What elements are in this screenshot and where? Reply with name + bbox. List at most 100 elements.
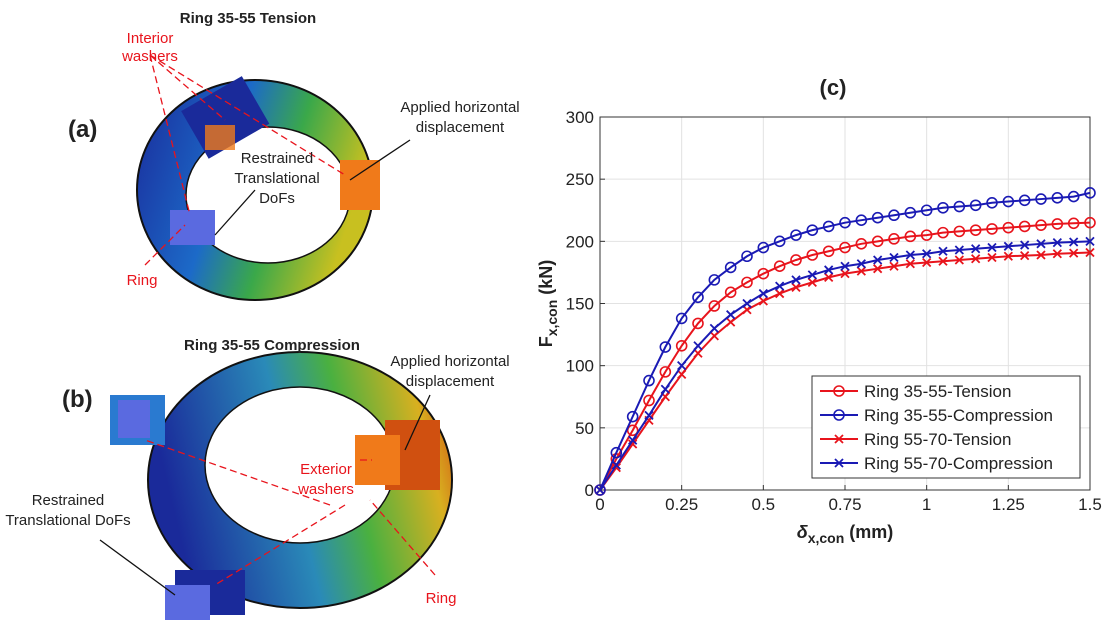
marker bbox=[708, 300, 721, 312]
legend-label: Ring 55-70-Tension bbox=[864, 430, 1011, 449]
marker bbox=[888, 233, 900, 245]
marker bbox=[1003, 241, 1013, 251]
marker bbox=[856, 266, 866, 276]
marker bbox=[594, 484, 606, 496]
marker bbox=[757, 267, 770, 280]
marker bbox=[1051, 218, 1064, 230]
marker bbox=[775, 288, 785, 299]
x-tick-label: 0.25 bbox=[665, 495, 698, 514]
marker bbox=[675, 339, 688, 352]
y-tick-label: 0 bbox=[585, 481, 594, 500]
annotation: Ring bbox=[426, 590, 457, 607]
marker bbox=[724, 261, 737, 274]
y-axis-label: Fx,con (kN) bbox=[536, 260, 560, 348]
marker bbox=[840, 261, 850, 271]
y-tick-label: 300 bbox=[566, 108, 594, 127]
y-tick-label: 200 bbox=[566, 232, 594, 251]
marker bbox=[971, 254, 981, 264]
annotation: Restrained bbox=[241, 150, 314, 167]
annotation: Ring bbox=[127, 272, 158, 289]
marker bbox=[741, 276, 753, 289]
marker bbox=[659, 366, 672, 378]
marker bbox=[987, 242, 997, 253]
marker bbox=[873, 264, 883, 274]
marker bbox=[889, 261, 899, 271]
marker bbox=[807, 277, 817, 287]
y-label-unit: (kN) bbox=[536, 260, 556, 295]
legend-box bbox=[811, 375, 1081, 479]
leader-lines-a bbox=[144, 54, 411, 266]
ring-a-model bbox=[136, 76, 380, 301]
marker bbox=[920, 229, 933, 241]
marker bbox=[628, 435, 638, 445]
marker bbox=[1020, 250, 1030, 261]
marker bbox=[855, 214, 868, 226]
marker bbox=[937, 201, 949, 214]
marker bbox=[790, 229, 802, 241]
legend-marker bbox=[834, 458, 844, 468]
marker bbox=[969, 224, 982, 236]
series-line bbox=[599, 191, 1091, 491]
marker bbox=[1036, 250, 1046, 260]
marker bbox=[675, 312, 688, 325]
legend-label: Ring 35-55-Tension bbox=[864, 382, 1011, 401]
annotation: Interior bbox=[127, 30, 174, 47]
marker bbox=[824, 265, 834, 275]
marker bbox=[611, 460, 621, 470]
x-tick-label: 1.25 bbox=[992, 495, 1025, 514]
marker bbox=[693, 341, 703, 351]
y-tick-label: 250 bbox=[566, 170, 594, 189]
marker bbox=[1002, 221, 1015, 234]
marker bbox=[1035, 193, 1047, 205]
x-tick-label: 0.75 bbox=[828, 495, 861, 514]
marker bbox=[1085, 247, 1095, 258]
marker bbox=[791, 282, 801, 292]
annotation: Exterior bbox=[300, 461, 352, 478]
marker bbox=[987, 252, 997, 263]
marker bbox=[938, 246, 948, 256]
chart: 0 0.25 0.5 0.75 1 1.25 1.5050100150200250300δx… bbox=[536, 108, 1102, 546]
marker bbox=[806, 249, 819, 261]
marker bbox=[773, 260, 786, 273]
marker bbox=[610, 446, 623, 459]
marker bbox=[643, 374, 655, 387]
y-label-sub: x,con bbox=[544, 300, 560, 337]
marker bbox=[741, 250, 753, 263]
marker bbox=[954, 255, 964, 265]
annotation: Restrained bbox=[32, 492, 105, 509]
marker bbox=[626, 424, 639, 437]
marker bbox=[986, 196, 998, 209]
panel-title: Ring 35-55 Tension bbox=[180, 10, 316, 27]
marker bbox=[660, 384, 670, 394]
marker bbox=[1051, 192, 1064, 204]
marker bbox=[677, 369, 687, 380]
annotation: displacement bbox=[416, 119, 505, 136]
marker bbox=[1069, 237, 1079, 247]
marker bbox=[1035, 219, 1047, 231]
marker bbox=[726, 317, 736, 327]
annotation: Translational bbox=[234, 170, 319, 187]
marker bbox=[824, 272, 834, 283]
marker bbox=[626, 410, 639, 423]
marker bbox=[904, 230, 917, 243]
marker bbox=[822, 220, 835, 233]
leader-lines-b bbox=[99, 394, 436, 596]
x-axis-label: δx,con (mm) bbox=[797, 522, 894, 546]
marker bbox=[905, 259, 915, 269]
marker bbox=[905, 250, 915, 260]
y-tick-label: 150 bbox=[566, 295, 594, 314]
marker bbox=[1052, 237, 1062, 248]
marker bbox=[709, 331, 719, 341]
marker bbox=[726, 310, 736, 320]
marker bbox=[742, 298, 752, 309]
marker bbox=[692, 291, 704, 304]
panel-title: Ring 35-55 Compression bbox=[184, 337, 360, 354]
marker bbox=[758, 288, 768, 299]
marker bbox=[807, 270, 817, 280]
annotation: DoFs bbox=[259, 190, 295, 207]
y-tick-label: 100 bbox=[566, 357, 594, 376]
marker bbox=[953, 225, 966, 238]
marker bbox=[709, 323, 719, 334]
marker bbox=[971, 244, 981, 254]
